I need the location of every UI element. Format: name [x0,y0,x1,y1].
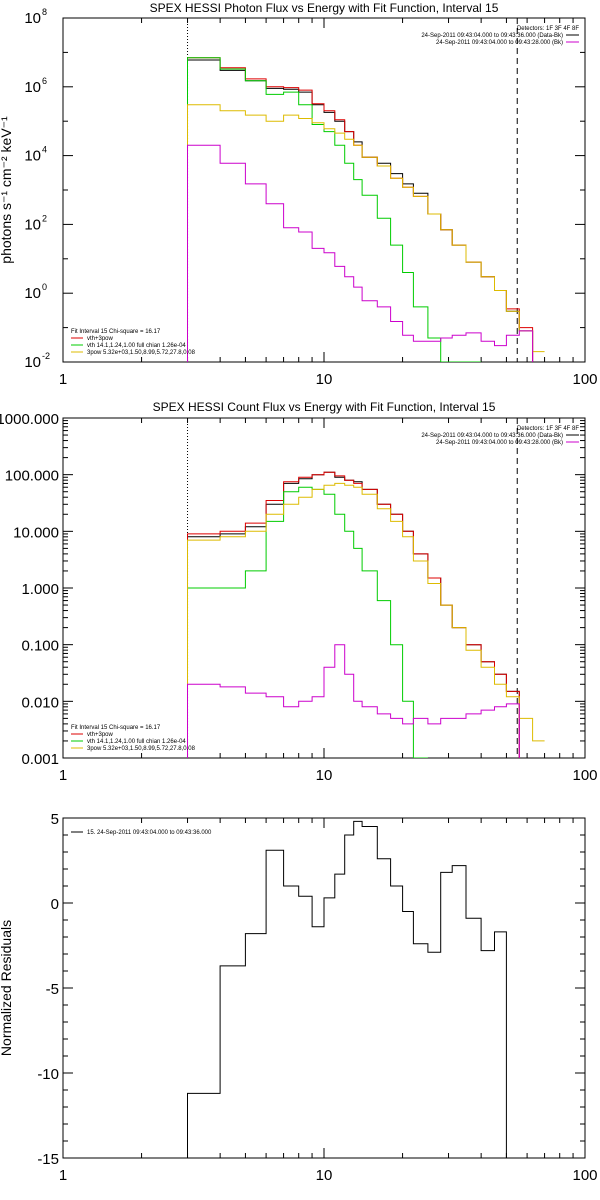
y-tick-exponent: 6 [42,76,47,86]
y-tick-exponent: 0 [42,282,47,292]
series-bk [187,144,534,362]
series-residuals [187,820,520,1158]
x-tick-label: 100 [572,1167,597,1184]
y-tick-label: 100.000 [5,468,59,485]
y-tick-label: 10.000 [13,524,59,541]
legend-entry: 24-Sep-2011 09:43:04.000 to 09:43:36.000… [421,433,563,439]
x-tick-label: 1 [59,371,67,388]
y-tick-label: -5 [46,981,59,998]
legend-entry: Fit Interval 15 Chi-square = 16.17 [71,329,161,335]
y-tick-label: 10 [24,354,41,371]
y-tick-label: 10 [24,216,41,233]
x-tick-label: 10 [316,1167,333,1184]
y-tick-label: 10 [24,148,41,165]
series-vth [187,57,482,362]
legend-entry: vth+3pow [87,336,114,342]
chart-panel-2: 1 10 100 0.001 0.010 0.100 1.000 10.000 100.000 1… [0,400,598,784]
y-axis-label: Normalized Residuals [0,920,14,1056]
y-tick-label: 1.000 [21,581,59,598]
y-tick-label: 0.100 [21,638,59,655]
y-tick-exponent: 4 [42,145,47,155]
series-vth-3pow [187,471,520,758]
series-bk [187,644,520,758]
y-tick-exponent: 8 [42,7,47,17]
legend-entry: 24-Sep-2011 09:43:04.000 to 09:43:36.000… [421,33,563,39]
y-tick-label: -10 [37,1066,59,1083]
x-tick-label: 1 [59,1167,67,1184]
y-tick-label: 1000.000 [0,411,59,428]
legend-entry: vth+3pow [87,732,114,738]
x-tick-label: 10 [316,371,333,388]
y-tick-label: 0 [51,896,59,913]
legend-entry: vth 14.1,1.24,1.00 full chian 1.26e-04 [87,739,186,745]
legend-entry: 24-Sep-2011 09:43:04.000 to 09:43:28.000… [436,440,563,446]
legend-entry: Fit Interval 15 Chi-square = 16.17 [71,725,161,731]
y-axis-label: photons s⁻¹ cm⁻² keV⁻¹ [0,116,14,264]
y-tick-label: 10 [24,79,41,96]
chart-title: SPEX HESSI Count Flux vs Energy with Fit… [153,400,496,414]
x-tick-label: 10 [316,767,333,784]
series-data [187,471,520,758]
series-3pow [187,482,545,758]
y-tick-label: 10 [24,285,41,302]
y-tick-exponent: -2 [42,351,50,361]
y-tick-label: -15 [37,1151,59,1168]
series-3pow [187,104,545,362]
series-data [187,59,534,362]
series-vth [187,486,428,758]
x-tick-label: 1 [59,767,67,784]
legend-entry: 24-Sep-2011 09:43:04.000 to 09:43:28.000… [436,40,563,46]
y-tick-label: 0.010 [21,694,59,711]
legend-entry: Detectors: 1F 3F 4F 8F [517,426,579,432]
y-tick-exponent: 2 [42,213,47,223]
x-tick-label: 100 [572,767,597,784]
y-tick-label: 5 [51,811,59,828]
legend-entry: 3pow 5.32e+03,1.50,8.99,5.72,27.8,0.08 [87,350,196,356]
x-tick-label: 100 [572,371,597,388]
y-tick-label: 10 [24,10,41,27]
legend-entry: Detectors: 1F 3F 4F 8F [517,26,579,32]
series-vth-3pow [187,57,534,362]
legend-entry: 3pow 5.32e+03,1.50,8.99,5.72,27.8,0.08 [87,746,196,752]
legend-entry: vth 14.1,1.24,1.00 full chian 1.26e-04 [87,343,186,349]
y-tick-label: 0.001 [21,751,59,768]
chart-title: SPEX HESSI Photon Flux vs Energy with Fi… [150,1,499,15]
chart-panel-3: 1 10 100 -15 -10 -5 0 5 Normalized Residuals 15. … [0,811,598,1184]
legend-entry: 15. 24-Sep-2011 09:43:04.000 to 09:43:36… [87,830,212,836]
